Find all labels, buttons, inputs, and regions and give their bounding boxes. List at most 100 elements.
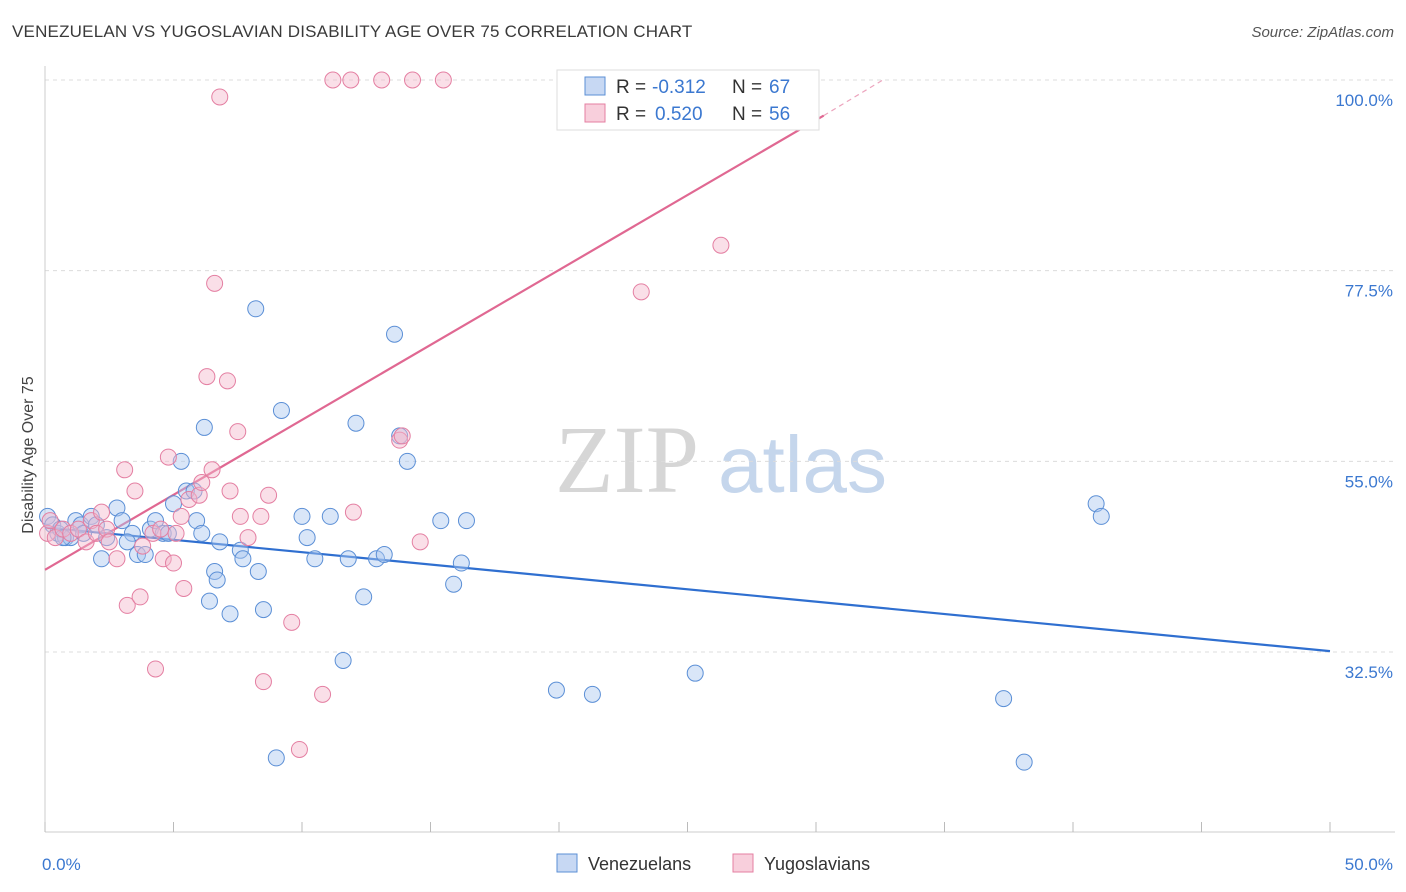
gridlines xyxy=(45,79,1395,653)
point-yugoslavians xyxy=(41,512,59,530)
y-tick-label: 77.5% xyxy=(1345,282,1393,301)
point-venezuelans xyxy=(93,550,111,568)
trend-line-yugoslavians xyxy=(44,114,825,571)
point-yugoslavians xyxy=(342,71,360,89)
trend-line-venezuelans xyxy=(44,526,1331,653)
point-yugoslavians xyxy=(231,507,249,525)
point-yugoslavians xyxy=(39,524,57,542)
point-venezuelans xyxy=(165,495,182,513)
point-yugoslavians xyxy=(147,660,165,678)
data-points xyxy=(39,71,1110,771)
point-venezuelans xyxy=(1087,495,1105,513)
point-yugoslavians xyxy=(193,474,211,492)
stats-r-venezuelans: -0.312 xyxy=(652,77,706,98)
stats-legend: R = -0.312 N = 67 R = 0.520 N = 56 xyxy=(556,69,820,131)
point-venezuelans xyxy=(347,414,365,432)
watermark-atlas: atlas xyxy=(718,420,887,509)
stats-r-label-1: R = xyxy=(616,77,646,98)
point-venezuelans xyxy=(221,605,239,623)
point-venezuelans xyxy=(432,512,450,530)
point-venezuelans xyxy=(249,562,267,580)
point-yugoslavians xyxy=(211,88,229,106)
point-venezuelans xyxy=(547,681,565,699)
point-yugoslavians xyxy=(62,524,80,542)
point-venezuelans xyxy=(686,664,704,682)
point-venezuelans xyxy=(445,575,463,593)
point-venezuelans xyxy=(368,550,386,568)
point-yugoslavians xyxy=(159,448,177,466)
stats-n-yugoslavians: 56 xyxy=(769,104,790,125)
point-yugoslavians xyxy=(344,503,362,521)
point-venezuelans xyxy=(321,507,339,525)
point-venezuelans xyxy=(293,507,311,525)
point-venezuelans xyxy=(234,550,252,568)
point-yugoslavians xyxy=(100,533,118,551)
point-venezuelans xyxy=(208,571,226,589)
stats-n-venezuelans: 67 xyxy=(769,77,790,98)
x-tick-label-max: 50.0% xyxy=(1345,855,1393,874)
point-yugoslavians xyxy=(411,533,429,551)
y-axis-label: Disability Age Over 75 xyxy=(20,376,37,534)
point-venezuelans xyxy=(386,325,404,343)
point-venezuelans xyxy=(272,401,290,419)
point-yugoslavians xyxy=(167,524,185,542)
point-venezuelans xyxy=(355,588,373,606)
point-venezuelans xyxy=(200,592,218,610)
point-venezuelans xyxy=(118,533,136,551)
watermark-zip: ZIP xyxy=(555,406,699,513)
point-venezuelans xyxy=(172,452,190,470)
y-tick-labels: 32.5% 55.0% 77.5% 100.0% xyxy=(1335,91,1393,682)
point-venezuelans xyxy=(375,546,393,564)
point-yugoslavians xyxy=(134,537,152,555)
point-yugoslavians xyxy=(69,520,87,538)
point-yugoslavians xyxy=(203,461,221,479)
point-yugoslavians xyxy=(393,427,411,445)
point-yugoslavians xyxy=(712,236,730,254)
legend-label-venezuelans: Venezuelans xyxy=(588,854,691,874)
point-yugoslavians xyxy=(404,71,422,89)
point-yugoslavians xyxy=(108,550,126,568)
point-yugoslavians xyxy=(198,368,216,386)
point-venezuelans xyxy=(457,512,475,530)
point-yugoslavians xyxy=(180,490,198,508)
point-yugoslavians xyxy=(131,588,149,606)
trend-lines xyxy=(44,79,1331,653)
point-yugoslavians xyxy=(152,520,170,538)
stats-r-label-2: R = xyxy=(616,104,646,125)
y-tick-label: 55.0% xyxy=(1345,472,1393,491)
bottom-legend: Venezuelans Yugoslavians xyxy=(556,853,870,874)
chart-title: VENEZUELAN VS YUGOSLAVIAN DISABILITY AGE… xyxy=(12,22,693,41)
point-venezuelans xyxy=(195,418,213,436)
point-venezuelans xyxy=(247,300,265,318)
stats-n-label-2: N = xyxy=(732,104,762,125)
point-yugoslavians xyxy=(54,520,72,538)
point-venezuelans xyxy=(583,685,601,703)
point-yugoslavians xyxy=(221,482,239,500)
point-yugoslavians xyxy=(116,461,134,479)
point-yugoslavians xyxy=(118,596,136,614)
point-venezuelans xyxy=(1015,753,1033,771)
point-yugoslavians xyxy=(126,482,144,500)
stats-swatch-yugoslavians xyxy=(584,103,606,123)
legend-swatch-yugoslavians xyxy=(732,853,754,873)
point-venezuelans xyxy=(123,524,141,542)
point-yugoslavians xyxy=(93,503,111,521)
point-venezuelans xyxy=(306,550,324,568)
point-yugoslavians xyxy=(254,673,272,691)
point-yugoslavians xyxy=(314,685,332,703)
point-venezuelans xyxy=(211,533,229,551)
y-tick-label: 100.0% xyxy=(1335,91,1393,110)
point-yugoslavians xyxy=(165,554,182,572)
point-venezuelans xyxy=(193,524,211,542)
axes xyxy=(44,66,1395,833)
point-venezuelans xyxy=(452,554,470,572)
point-venezuelans xyxy=(339,550,357,568)
point-venezuelans xyxy=(113,512,131,530)
point-yugoslavians xyxy=(144,524,162,542)
point-yugoslavians xyxy=(373,71,391,89)
x-tick-label-min: 0.0% xyxy=(42,855,81,874)
stats-r-yugoslavians: 0.520 xyxy=(655,104,703,125)
point-venezuelans xyxy=(188,512,206,530)
point-yugoslavians xyxy=(260,486,278,504)
